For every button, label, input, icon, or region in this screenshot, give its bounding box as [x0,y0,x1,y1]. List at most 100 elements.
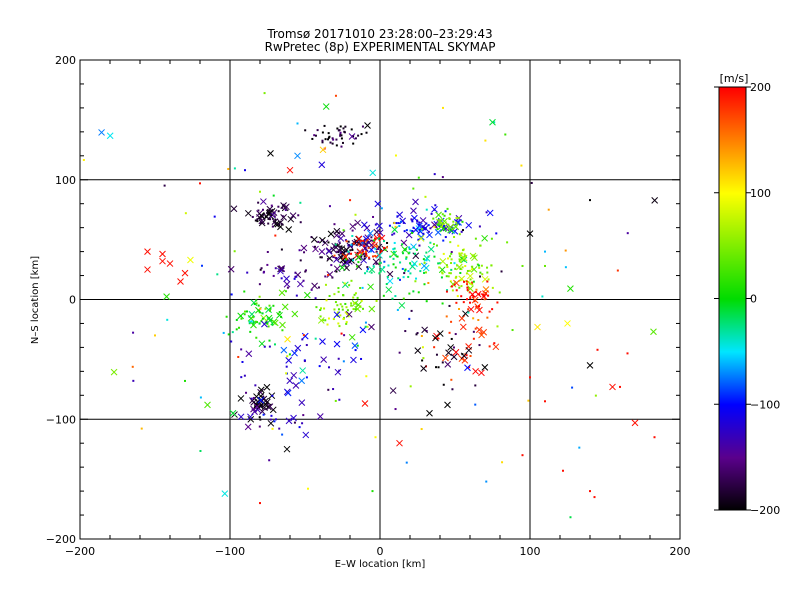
data-point-cross [385,286,393,294]
data-point-dot [321,131,324,134]
data-point-dot [438,218,441,221]
data-point-dot [325,299,328,302]
colorbar-band [719,385,746,387]
data-point-cross [348,133,356,140]
data-point-cross [416,222,423,230]
colorbar-band [719,174,746,176]
colorbar-band [719,263,746,265]
data-point-dot [332,138,335,141]
data-point-dot [337,357,340,360]
data-point-cross [432,334,439,342]
data-point-dot [496,301,499,304]
colorbar-band [719,93,746,95]
colorbar-band [719,169,746,171]
colorbar-band [719,281,746,283]
data-point-cross [421,326,429,334]
grid [80,60,680,539]
colorbar-band [719,448,746,450]
data-point-dot [350,279,353,282]
data-point-dot [272,194,275,197]
data-point-dot [374,436,377,439]
data-point-dot [268,304,271,307]
data-point-dot [427,230,430,233]
x-tick-label: −200 [65,545,95,558]
data-point-dot [326,323,329,326]
data-point-dot [386,241,389,244]
data-point-dot [368,257,371,260]
data-point-dot [461,353,464,356]
data-point-dot [341,141,344,144]
colorbar-band [719,437,746,439]
colorbar-band [719,338,746,340]
chart-title: Tromsø 20171010 23:28:00–23:29:43 [266,27,492,41]
colorbar-band [719,443,746,445]
colorbar-band [719,141,746,143]
data-point-cross [166,260,174,267]
colorbar-band [719,398,746,400]
data-point-dot [437,224,440,227]
data-point-dot [293,277,296,280]
colorbar-band [719,502,746,504]
data-point-dot [486,266,489,269]
data-point-dot [467,311,470,314]
data-point-dot [372,215,375,218]
data-point-dot [470,268,473,271]
colorbar-band [719,251,746,253]
colorbar-band [719,110,746,112]
colorbar-band [719,468,746,470]
data-point-dot [261,403,264,406]
data-point-cross [301,332,309,340]
data-point-dot [462,301,465,304]
data-point-cross [159,257,166,265]
colorbar-band [719,306,746,308]
data-point-dot [404,330,407,333]
data-point-dot [468,282,471,285]
colorbar-band [719,389,746,391]
data-point-dot [460,295,463,298]
data-point-dot [399,220,402,223]
data-point-dot [319,256,322,259]
data-point-dot [447,257,450,260]
colorbar-band [719,449,746,451]
data-point-dot [405,256,408,259]
data-point-dot [364,321,367,324]
colorbar-band [719,203,746,205]
data-point-dot [619,385,621,388]
data-point-dot [474,237,477,240]
data-point-dot [288,353,291,356]
data-point-dot [262,395,265,398]
data-point-dot [365,131,368,134]
data-point-cross [229,409,237,417]
data-point-dot [248,322,251,325]
colorbar-band [719,473,746,475]
chart-subtitle: RwPretec (8p) EXPERIMENTAL SKYMAP [265,40,496,54]
plot-area: −200 −100 0 100 200 −200 −100 0 100 200 [46,54,691,558]
data-point-dot [356,241,359,244]
colorbar-band [719,94,746,96]
data-point-dot [366,267,369,270]
colorbar-band [719,142,746,144]
data-point-dot [467,287,470,290]
data-point-cross [492,343,500,351]
data-point-dot [396,308,399,311]
data-point-dot [418,244,421,247]
colorbar-band [719,377,746,379]
data-point-dot [240,376,243,379]
colorbar-band [719,206,746,208]
data-point-dot [485,211,488,214]
data-point-dot [260,267,263,270]
data-point-dot [244,310,247,313]
data-point-cross [396,439,403,447]
data-point-dot [200,264,203,267]
colorbar-band [719,196,746,198]
data-point-dot [264,215,267,218]
data-point-cross [369,169,377,177]
data-point-cross [310,236,318,243]
data-point-dot [412,263,415,266]
data-point-cross [298,377,306,385]
colorbar-band [719,334,746,336]
data-point-cross [376,229,384,237]
data-point-dot [268,218,271,221]
data-point-dot [222,331,225,334]
colorbar-band [719,433,746,435]
